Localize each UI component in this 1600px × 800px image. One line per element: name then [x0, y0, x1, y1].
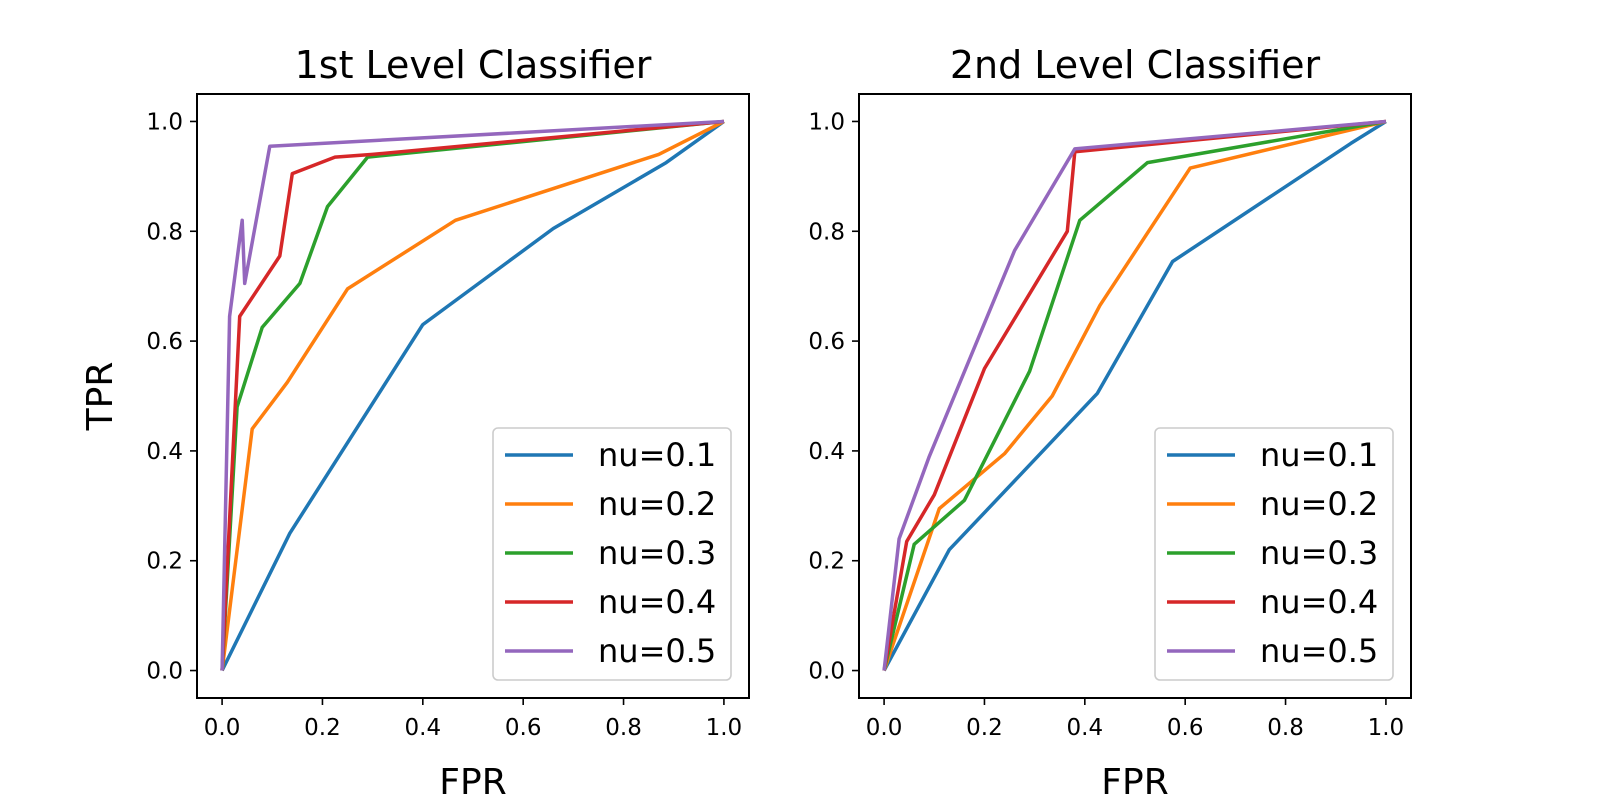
x-tick-label: 1.0 — [1368, 715, 1405, 741]
x-axis-label: FPR — [1101, 762, 1168, 800]
x-tick-label: 0.2 — [304, 715, 341, 741]
chart-title: 1st Level Classifier — [295, 43, 652, 87]
legend-entry-label: nu=0.3 — [598, 534, 716, 572]
legend-entry-label: nu=0.4 — [1260, 583, 1378, 621]
y-tick-label: 0.0 — [808, 659, 845, 685]
x-axis-label: FPR — [439, 762, 506, 800]
legend: nu=0.1 nu=0.2 nu=0.3 nu=0.4 nu=0.5 — [1154, 427, 1394, 681]
chart-title: 2nd Level Classifier — [950, 43, 1321, 87]
series-line-nu-0-2 — [220, 119, 725, 671]
x-tick-label: 1.0 — [706, 715, 743, 741]
legend-entry-label: nu=0.1 — [598, 436, 716, 474]
series-line-nu-0-1 — [882, 120, 1387, 672]
legend-entry-label: nu=0.2 — [598, 485, 716, 523]
y-tick-label: 0.0 — [146, 659, 183, 685]
legend-entry-label: nu=0.1 — [1260, 436, 1378, 474]
legend-entry-label: nu=0.5 — [598, 632, 716, 670]
y-tick-label: 0.2 — [808, 549, 845, 575]
y-tick-label: 0.6 — [146, 329, 183, 355]
x-tick-label: 0.0 — [866, 715, 903, 741]
series-line-nu-0-3 — [882, 119, 1387, 671]
series-line-nu-0-5 — [882, 119, 1387, 671]
x-tick-label: 0.8 — [1267, 715, 1304, 741]
series-line-nu-0-1 — [220, 120, 725, 672]
legend-box — [1154, 427, 1394, 681]
y-tick-label: 0.8 — [146, 219, 183, 245]
legend-entry-label: nu=0.4 — [598, 583, 716, 621]
legend: nu=0.1 nu=0.2 nu=0.3 nu=0.4 nu=0.5 — [492, 427, 732, 681]
y-tick-label: 0.6 — [808, 329, 845, 355]
legend-entry-label: nu=0.2 — [1260, 485, 1378, 523]
x-tick-label: 0.4 — [405, 715, 442, 741]
y-tick-label: 0.4 — [146, 439, 183, 465]
y-tick-label: 1.0 — [146, 109, 183, 135]
chart-panel-1st-level: 0.0 0.2 0.4 0.6 0.8 1.0 0.0 0.2 0.4 0.6 0.8 1.0 1st … — [80, 43, 750, 800]
y-axis-label: TPR — [80, 362, 121, 432]
series-line-nu-0-5 — [220, 119, 724, 671]
chart-panel-2nd-level: 0.0 0.2 0.4 0.6 0.8 1.0 0.0 0.2 0.4 0.6 0.8 1.0 2nd … — [808, 43, 1412, 800]
series-lines — [882, 119, 1387, 672]
y-tick-label: 0.4 — [808, 439, 845, 465]
series-line-nu-0-4 — [220, 119, 725, 671]
plot-frame — [858, 93, 1412, 699]
series-lines — [220, 119, 725, 672]
x-tick-label: 0.6 — [1167, 715, 1204, 741]
series-line-nu-0-3 — [220, 119, 725, 671]
plot-frame — [196, 93, 750, 699]
y-tick-label: 0.2 — [146, 549, 183, 575]
y-tick-label: 0.8 — [808, 219, 845, 245]
x-tick-label: 0.4 — [1067, 715, 1104, 741]
series-line-nu-0-2 — [882, 119, 1387, 672]
x-tick-label: 0.6 — [505, 715, 542, 741]
legend-entry-label: nu=0.3 — [1260, 534, 1378, 572]
legend-entry-label: nu=0.5 — [1260, 632, 1378, 670]
x-tick-label: 0.8 — [605, 715, 642, 741]
legend-box — [492, 427, 732, 681]
x-tick-label: 0.0 — [204, 715, 241, 741]
y-tick-label: 1.0 — [808, 109, 845, 135]
x-tick-label: 0.2 — [966, 715, 1003, 741]
